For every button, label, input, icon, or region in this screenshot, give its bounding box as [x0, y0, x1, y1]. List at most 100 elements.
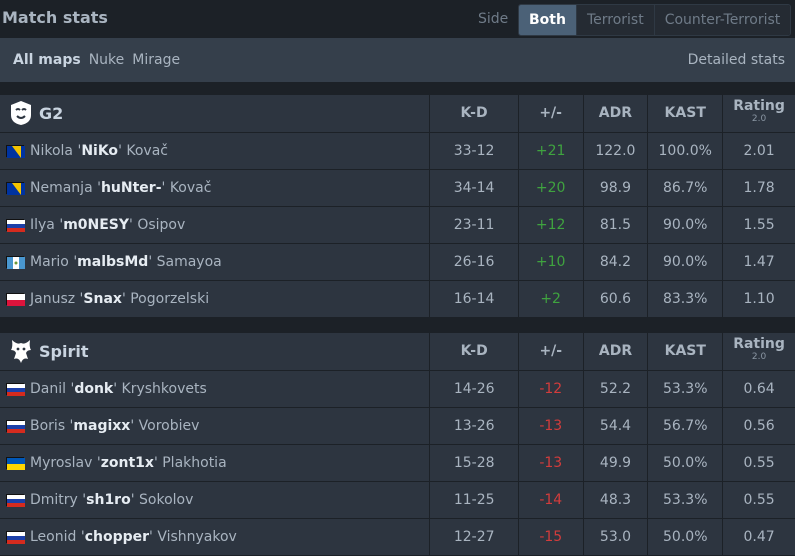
kast-value: 83.3% [647, 280, 723, 317]
player-last-name: ' Sokolov [130, 491, 194, 508]
player-last-name: ' Plakhotia [153, 454, 227, 471]
player-nickname[interactable]: sh1ro [86, 491, 131, 508]
player-last-name: ' Osipov [129, 216, 186, 233]
player-nickname[interactable]: malbsMd [77, 253, 149, 270]
player-first-name: Leonid ' [30, 528, 85, 545]
team-header-row: Spirit K-D +/- ADR KAST Rating 2.0 [0, 333, 795, 370]
side-tab-counter-terrorist[interactable]: Counter-Terrorist [653, 5, 791, 35]
player-nickname[interactable]: zont1x [100, 454, 154, 471]
player-nickname[interactable]: chopper [84, 528, 150, 545]
rating-value: 1.10 [722, 280, 795, 317]
map-tab-mirage[interactable]: Mirage [132, 52, 181, 68]
player-first-name: Nikola ' [30, 142, 82, 159]
player-first-name: Nemanja ' [30, 179, 101, 196]
player-row: Leonid 'chopper' Vishnyakov 12-27 -15 53.0 5… [0, 518, 795, 555]
adr-value: 52.2 [582, 370, 648, 407]
kast-header: KAST [647, 95, 723, 132]
team-name[interactable]: Spirit [39, 341, 89, 361]
player-nickname[interactable]: huNter- [100, 179, 162, 196]
player-row: Ilya 'm0NESY' Osipov 23-11 +12 81.5 90.0% 1.5… [0, 206, 795, 243]
side-tab-both[interactable]: Both [519, 5, 576, 35]
adr-value: 48.3 [582, 481, 648, 518]
rating-header: Rating 2.0 [722, 95, 795, 132]
player-nickname[interactable]: magixx [73, 417, 131, 434]
plus-minus-header: +/- [517, 333, 584, 370]
rating-value: 1.55 [722, 206, 795, 243]
player-nickname[interactable]: NiKo [81, 142, 119, 159]
player-first-name: Dmitry ' [30, 491, 87, 508]
rating-value: 1.78 [722, 169, 795, 206]
team-header-row: G2 K-D +/- ADR KAST Rating 2.0 [0, 95, 795, 132]
kast-value: 50.0% [647, 518, 723, 555]
player-row: Janusz 'Snax' Pogorzelski 16-14 +2 60.6 83.3… [0, 280, 795, 317]
map-tab-nuke[interactable]: Nuke [88, 52, 125, 68]
adr-value: 122.0 [582, 132, 648, 169]
player-row: Danil 'donk' Kryshkovets 14-26 -12 52.2 53.3… [0, 370, 795, 407]
rating-value: 0.55 [722, 481, 795, 518]
adr-value: 60.6 [582, 280, 648, 317]
player-first-name: Janusz ' [30, 290, 84, 307]
g2-logo-icon [7, 99, 35, 127]
kd-value: 16-14 [429, 280, 519, 317]
player-row: Mario 'malbsMd' Samayoa 26-16 +10 84.2 90.0%… [0, 243, 795, 280]
poland-flag-icon [6, 292, 25, 306]
player-name-cell: Leonid 'chopper' Vishnyakov [0, 518, 430, 555]
team-name[interactable]: G2 [39, 103, 64, 123]
russia-flag-icon [6, 218, 25, 232]
russia-flag-icon [6, 419, 25, 433]
adr-value: 84.2 [582, 243, 648, 280]
player-nickname[interactable]: Snax [83, 290, 122, 307]
player-first-name: Boris ' [30, 417, 74, 434]
kast-value: 53.3% [647, 370, 723, 407]
kast-value: 90.0% [647, 243, 723, 280]
player-name-cell: Danil 'donk' Kryshkovets [0, 370, 430, 407]
kast-header: KAST [647, 333, 723, 370]
guatemala-flag-icon [6, 255, 25, 269]
detailed-stats-link[interactable]: Detailed stats [687, 52, 785, 68]
plus-minus-value: +10 [517, 243, 583, 280]
kd-value: 26-16 [429, 243, 519, 280]
player-last-name: ' Vorobiev [130, 417, 200, 434]
rating-value: 0.47 [722, 518, 795, 555]
player-name-cell: Nikola 'NiKo' Kovač [0, 132, 430, 169]
plus-minus-value: +20 [517, 169, 583, 206]
map-bar: All maps Nuke Mirage Detailed stats [0, 38, 795, 82]
side-tab-terrorist[interactable]: Terrorist [575, 5, 654, 35]
rating-header-label: Rating [733, 336, 785, 353]
player-name-cell: Dmitry 'sh1ro' Sokolov [0, 481, 430, 518]
map-tab-all-maps[interactable]: All maps [13, 52, 81, 68]
russia-flag-icon [6, 382, 25, 396]
rating-value: 0.56 [722, 407, 795, 444]
kast-value: 100.0% [647, 132, 723, 169]
adr-value: 53.0 [582, 518, 648, 555]
plus-minus-value: -14 [517, 481, 584, 518]
kd-value: 14-26 [429, 370, 519, 407]
plus-minus-value: -12 [517, 370, 584, 407]
rating-header-label: Rating [733, 98, 785, 115]
kd-header: K-D [429, 333, 519, 370]
kd-value: 34-14 [429, 169, 519, 206]
kd-value: 33-12 [429, 132, 519, 169]
kd-value: 15-28 [429, 444, 519, 481]
rating-version-label: 2.0 [751, 114, 767, 125]
kast-value: 53.3% [647, 481, 723, 518]
kd-value: 12-27 [429, 518, 519, 555]
russia-flag-icon [6, 493, 25, 507]
side-label: Side [478, 11, 509, 27]
spirit-logo-icon [7, 337, 35, 365]
kd-value: 23-11 [429, 206, 519, 243]
team-name-cell: Spirit [0, 333, 430, 370]
adr-value: 54.4 [582, 407, 648, 444]
plus-minus-value: +12 [517, 206, 583, 243]
rating-value: 2.01 [722, 132, 795, 169]
plus-minus-value: -15 [517, 518, 584, 555]
bosnia-flag-icon [6, 144, 25, 158]
plus-minus-value: +2 [517, 280, 583, 317]
player-name-cell: Boris 'magixx' Vorobiev [0, 407, 430, 444]
plus-minus-value: +21 [517, 132, 583, 169]
player-last-name: ' Kovač [161, 179, 212, 196]
player-nickname[interactable]: m0NESY [63, 216, 130, 233]
rating-value: 0.64 [722, 370, 795, 407]
player-nickname[interactable]: donk [74, 380, 114, 397]
kd-value: 13-26 [429, 407, 519, 444]
